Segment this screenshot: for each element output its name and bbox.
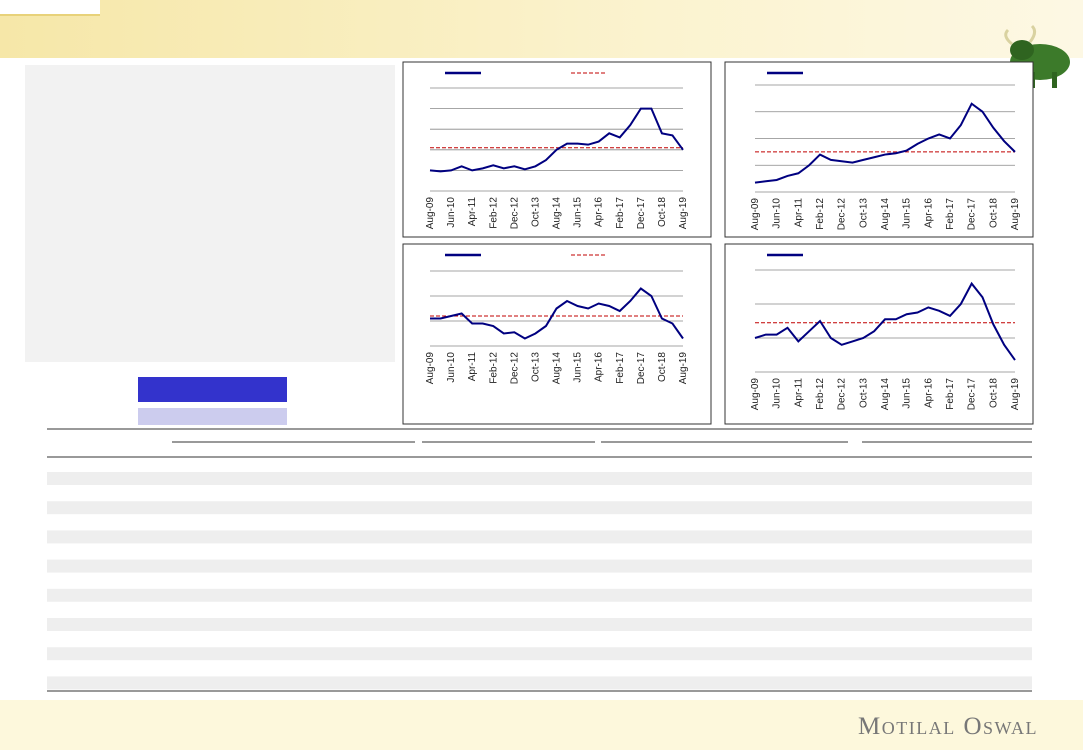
- x-tick-label: Jun-15: [902, 378, 913, 409]
- x-tick-label: Dec-17: [636, 197, 647, 230]
- table-row: [47, 472, 1032, 485]
- highlight-box: [138, 377, 287, 402]
- x-tick-label: Aug-09: [425, 352, 436, 385]
- x-tick-label: Jun-15: [573, 197, 584, 228]
- text-panel: [25, 65, 395, 362]
- x-tick-label: Apr-11: [467, 197, 478, 227]
- series-line: [429, 107, 684, 173]
- x-tick-label: Oct-18: [657, 197, 668, 227]
- x-tick-label: Oct-18: [657, 352, 668, 382]
- x-tick-label: Apr-16: [923, 198, 934, 228]
- x-tick-label: Oct-18: [988, 378, 999, 408]
- x-tick-label: Aug-14: [880, 378, 891, 411]
- x-tick-label: Jun-10: [772, 198, 783, 229]
- x-tick-label: Aug-19: [1010, 378, 1021, 411]
- chart-frame: [402, 243, 712, 425]
- x-tick-label: Aug-09: [750, 378, 761, 411]
- x-tick-label: Feb-12: [488, 197, 499, 229]
- x-tick-label: Apr-11: [467, 352, 478, 382]
- table-row: [47, 618, 1032, 631]
- header-tab: [0, 0, 100, 16]
- chart-frame: [724, 61, 1034, 238]
- chart: Aug-09 Jun-10 Apr-11 Feb-12 Dec-12 Oct-13 Aug-…: [724, 243, 1034, 425]
- x-tick-label: Dec-12: [509, 197, 520, 230]
- x-tick-label: Oct-18: [988, 198, 999, 228]
- x-tick-label: Feb-12: [488, 352, 499, 384]
- x-tick-label: Jun-15: [902, 198, 913, 229]
- x-tick-label: Aug-19: [678, 352, 689, 385]
- x-tick-label: Jun-10: [446, 197, 457, 228]
- x-tick-label: Oct-13: [530, 197, 541, 227]
- x-tick-label: Feb-17: [945, 198, 956, 230]
- table-row: [47, 647, 1032, 661]
- x-tick-label: Dec-12: [837, 378, 848, 411]
- brand: Motilal Oswal: [857, 713, 1038, 740]
- chart: Aug-09 Jun-10 Apr-11 Feb-12 Dec-12 Oct-13 Aug-…: [724, 61, 1034, 238]
- table-row: [47, 676, 1032, 690]
- x-tick-label: Feb-17: [615, 197, 626, 229]
- x-tick-label: Dec-17: [967, 198, 978, 231]
- x-tick-label: Oct-13: [858, 198, 869, 228]
- table-row: [47, 588, 1032, 602]
- x-tick-label: Dec-12: [837, 198, 848, 231]
- x-tick-label: Aug-14: [880, 198, 891, 231]
- table: [47, 428, 1032, 692]
- x-tick-label: Jun-15: [573, 352, 584, 383]
- footer-band: [0, 700, 1083, 750]
- x-tick-label: Aug-09: [750, 198, 761, 231]
- x-tick-label: Apr-11: [793, 378, 804, 408]
- x-tick-label: Apr-16: [923, 378, 934, 408]
- chart: Aug-09 Jun-10 Apr-11 Feb-12 Dec-12 Oct-13 Aug-…: [402, 243, 712, 425]
- x-tick-label: Apr-11: [793, 198, 804, 228]
- x-tick-label: Feb-17: [945, 378, 956, 410]
- table-row: [47, 501, 1032, 515]
- series-line: [430, 287, 684, 340]
- x-tick-label: Feb-17: [615, 352, 626, 384]
- x-tick-label: Oct-13: [530, 352, 541, 382]
- x-tick-label: Dec-17: [636, 352, 647, 385]
- x-tick-label: Jun-10: [772, 378, 783, 409]
- x-tick-label: Dec-17: [967, 378, 978, 411]
- series-line: [754, 102, 1016, 184]
- x-tick-label: Oct-13: [858, 378, 869, 408]
- x-tick-label: Aug-19: [678, 197, 689, 230]
- x-tick-label: Aug-14: [552, 197, 563, 230]
- x-tick-label: Apr-16: [594, 197, 605, 227]
- x-tick-label: Aug-19: [1010, 198, 1021, 231]
- series-line: [754, 281, 1016, 361]
- table-row: [47, 530, 1032, 544]
- x-tick-label: Dec-12: [509, 352, 520, 385]
- x-tick-label: Jun-10: [446, 352, 457, 383]
- table-row: [47, 559, 1032, 573]
- x-tick-label: Apr-16: [594, 352, 605, 382]
- header-band: [0, 0, 1083, 58]
- highlight-box: [138, 408, 287, 425]
- x-tick-label: Feb-12: [815, 198, 826, 230]
- x-tick-label: Feb-12: [815, 378, 826, 410]
- x-tick-label: Aug-14: [552, 352, 563, 385]
- chart: Aug-09 Jun-10 Apr-11 Feb-12 Dec-12 Oct-13 Aug-…: [402, 61, 712, 238]
- x-tick-label: Aug-09: [425, 197, 436, 230]
